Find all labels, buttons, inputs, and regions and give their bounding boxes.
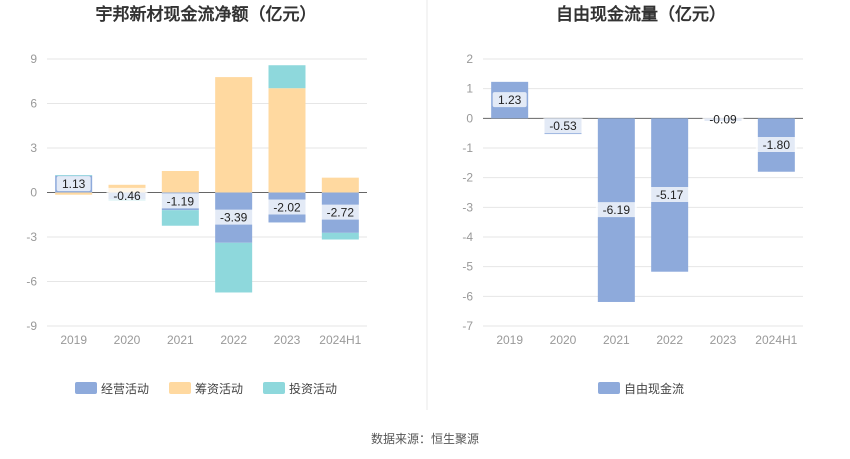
- y-tick-label: -1: [462, 141, 473, 155]
- data-label: 1.23: [498, 93, 522, 107]
- bar: [321, 177, 359, 193]
- chart-title: 自由现金流量（亿元）: [556, 4, 726, 25]
- y-tick-label: -6: [26, 275, 37, 289]
- y-tick-label: -9: [26, 319, 37, 333]
- bar: [161, 210, 199, 226]
- x-tick-label: 2021: [167, 333, 194, 347]
- y-tick-label: 0: [466, 111, 473, 125]
- data-label: 1.13: [62, 177, 86, 191]
- data-label: -3.39: [220, 211, 248, 225]
- y-tick-label: -4: [462, 230, 473, 244]
- chart-title: 宇邦新材现金流净额（亿元）: [96, 4, 317, 25]
- y-tick-label: -2: [462, 171, 473, 185]
- bar: [55, 174, 93, 176]
- data-label-bg: [702, 111, 744, 127]
- x-tick-label: 2021: [603, 333, 630, 347]
- bar: [268, 88, 306, 193]
- data-label-bg: [492, 92, 527, 108]
- x-tick-label: 2022: [220, 333, 247, 347]
- data-label: -1.19: [167, 194, 195, 208]
- y-tick-label: 2: [466, 52, 473, 66]
- data-label: -2.72: [327, 206, 355, 220]
- data-label: -2.02: [273, 200, 301, 214]
- bar: [215, 242, 253, 293]
- x-tick-label: 2020: [114, 333, 141, 347]
- legend-swatch[interactable]: [598, 382, 620, 394]
- source-note: 数据来源：恒生聚源: [370, 432, 479, 446]
- bar: [215, 77, 253, 193]
- y-tick-label: -3: [462, 200, 473, 214]
- data-label-bg: [213, 209, 255, 225]
- x-tick-label: 2024H1: [319, 333, 361, 347]
- net-cashflow-chart: 宇邦新材现金流净额（亿元） -9 -6 -3 0 3 6 9 2019 2020 2021 2022 2…: [26, 4, 367, 396]
- data-label-bg: [649, 187, 691, 203]
- data-label-bg: [542, 118, 584, 134]
- data-label-bg: [56, 176, 91, 192]
- y-tick-label: 0: [30, 186, 37, 200]
- x-tick-label: 2024H1: [755, 333, 797, 347]
- y-tick-label: -5: [462, 260, 473, 274]
- data-label: -5.17: [656, 188, 684, 202]
- y-tick-label: 1: [466, 82, 473, 96]
- data-label-bg: [106, 187, 148, 203]
- data-label: -0.53: [549, 119, 577, 133]
- bar: [55, 192, 93, 195]
- y-tick-label: 6: [30, 97, 37, 111]
- data-label: -6.19: [603, 203, 631, 217]
- data-label: -0.46: [113, 189, 141, 203]
- x-tick-label: 2022: [656, 333, 683, 347]
- data-label-bg: [595, 202, 637, 218]
- y-tick-label: -7: [462, 319, 473, 333]
- data-label-bg: [159, 193, 201, 209]
- bar: [268, 65, 306, 89]
- y-tick-label: 9: [30, 52, 37, 66]
- data-label-bg: [319, 204, 361, 220]
- legend-swatch[interactable]: [75, 382, 97, 394]
- data-label-bg: [266, 199, 308, 215]
- free-cashflow-chart: 自由现金流量（亿元） -7 -6 -5 -4 -3 -2 -1 0 1 2 2019 2020 2021 2…: [462, 4, 803, 396]
- legend-swatch[interactable]: [263, 382, 285, 394]
- x-tick-label: 2023: [710, 333, 737, 347]
- x-tick-label: 2023: [274, 333, 301, 347]
- bar: [321, 232, 359, 240]
- x-tick-label: 2019: [60, 333, 87, 347]
- legend-label[interactable]: 投资活动: [289, 381, 337, 396]
- data-label: -1.80: [763, 138, 791, 152]
- bar: [161, 170, 199, 193]
- data-label: -0.09: [709, 113, 737, 127]
- legend-swatch[interactable]: [169, 382, 191, 394]
- legend-label[interactable]: 筹资活动: [195, 382, 243, 396]
- legend-label[interactable]: 自由现金流: [624, 381, 684, 396]
- y-tick-label: 3: [30, 141, 37, 155]
- x-tick-label: 2019: [496, 333, 523, 347]
- data-label-bg: [755, 137, 797, 153]
- y-tick-label: -3: [26, 230, 37, 244]
- legend-label[interactable]: 经营活动: [101, 382, 149, 396]
- x-tick-label: 2020: [550, 333, 577, 347]
- y-tick-label: -6: [462, 289, 473, 303]
